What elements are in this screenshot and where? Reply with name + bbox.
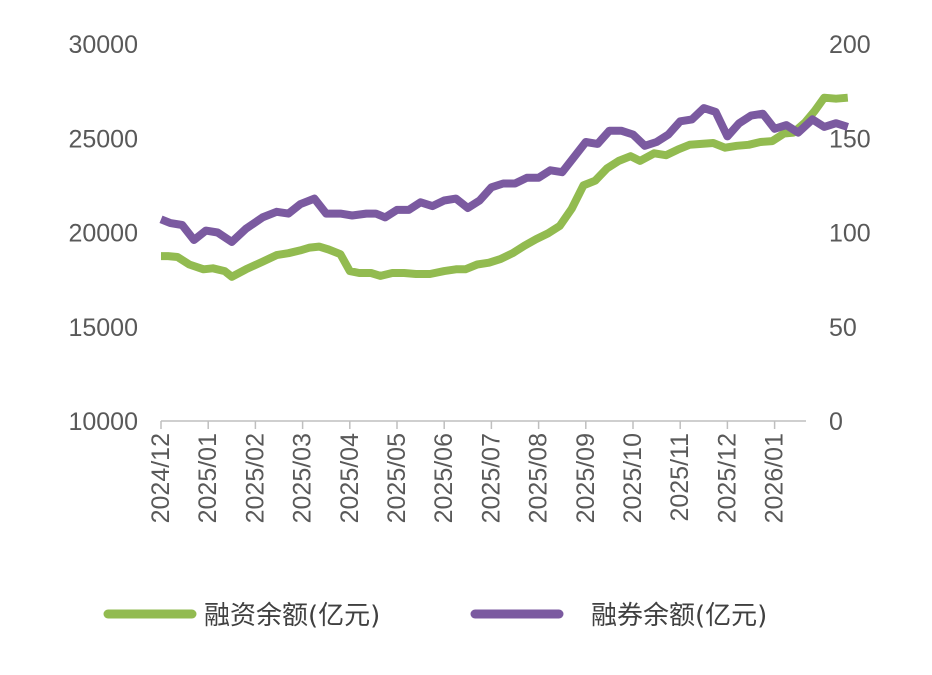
right-axis-tick-label: 150 xyxy=(829,125,871,153)
left-axis-tick-label: 30000 xyxy=(68,31,138,59)
right-axis-ticks: 200 150 100 50 0 xyxy=(829,31,871,436)
legend-label-0: 融资余额(亿元) xyxy=(204,601,380,631)
legend-label-1: 融券余额(亿元) xyxy=(591,601,767,631)
series-line-0 xyxy=(161,93,849,281)
x-axis-tick-label: 2024/12 xyxy=(147,433,175,523)
x-axis-tick-label: 2025/11 xyxy=(666,433,694,522)
x-axis-tick-label: 2025/10 xyxy=(619,433,647,523)
left-axis-tick-label: 20000 xyxy=(68,220,138,248)
x-axis-tick-label: 2025/05 xyxy=(383,433,411,523)
legend: 融资余额(亿元) 融券余额(亿元) xyxy=(103,601,767,631)
x-axis-tick-label: 2025/04 xyxy=(336,433,364,523)
x-axis-tick-label: 2025/01 xyxy=(194,433,222,523)
left-axis-tick-label: 15000 xyxy=(68,314,138,342)
x-axis-tick-label: 2025/12 xyxy=(713,433,741,523)
left-axis-ticks: 30000 25000 20000 15000 10000 xyxy=(68,31,138,436)
series-line-1 xyxy=(159,104,849,246)
right-axis-tick-label: 100 xyxy=(829,220,871,248)
x-axis-tick-label: 2025/08 xyxy=(525,433,553,523)
series-layer xyxy=(159,93,849,281)
x-axis-tick-label: 2026/01 xyxy=(761,433,789,523)
left-axis-tick-label: 25000 xyxy=(68,125,138,153)
x-axis-tick-label: 2025/09 xyxy=(572,433,600,523)
x-axis-tick-label: 2025/02 xyxy=(241,433,269,523)
x-axis-tick-label: 2025/03 xyxy=(289,433,317,523)
x-axis-tick-label: 2025/06 xyxy=(430,433,458,523)
x-axis-tick-label: 2025/07 xyxy=(477,433,505,523)
right-axis-tick-label: 200 xyxy=(829,31,871,59)
left-axis-tick-label: 10000 xyxy=(68,408,138,436)
right-axis-tick-label: 0 xyxy=(829,408,843,436)
x-axis: 2024/12 2025/01 2025/02 2025/03 2025/04 2025/… xyxy=(147,420,806,523)
right-axis-tick-label: 50 xyxy=(829,314,857,342)
